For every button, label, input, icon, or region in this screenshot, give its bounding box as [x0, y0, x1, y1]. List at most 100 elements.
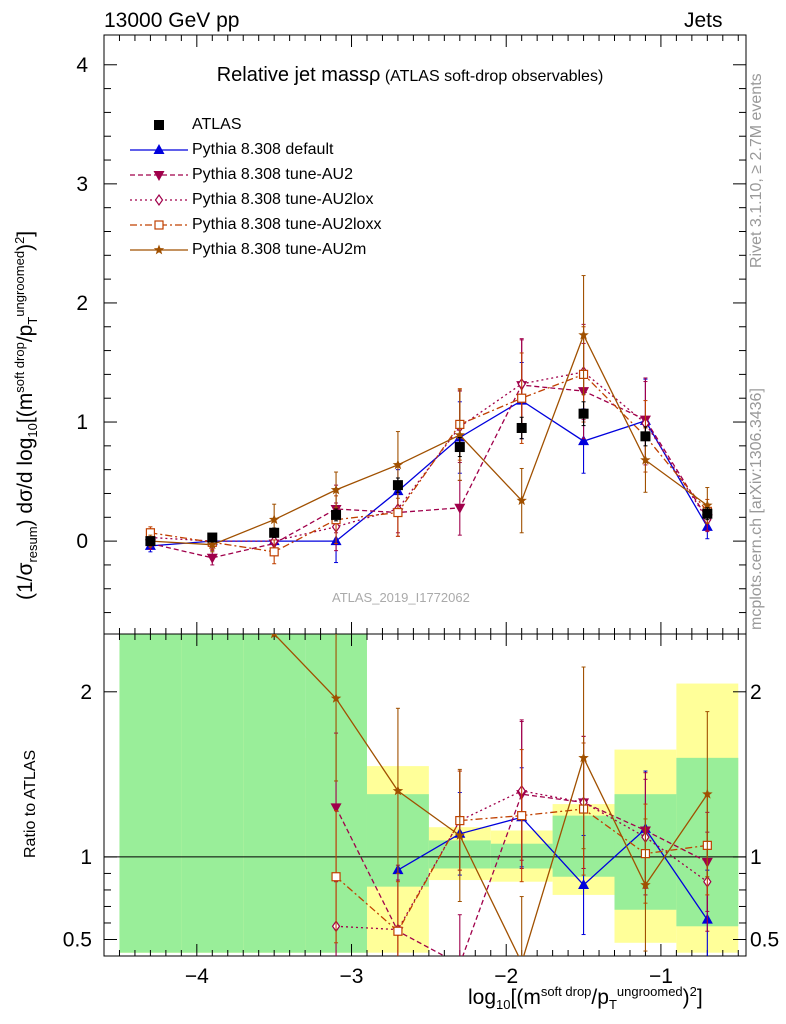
main-point-atlas: [578, 408, 589, 419]
title-main: Relative jet massρ: [216, 64, 381, 86]
main-line-pythia-8-308-tune-au2m: [150, 333, 708, 546]
main-point-pythia-8-308-tune-au2m: [516, 495, 527, 506]
band-green: [243, 634, 306, 953]
main-point-atlas: [702, 508, 713, 519]
main-line-pythia-8-308-default: [150, 399, 708, 547]
main-point-pythia-8-308-tune-au2: [454, 503, 466, 514]
header-left: 13000 GeV pp: [104, 9, 240, 32]
plot-title: Relative jet massρ (ATLAS soft-drop obse…: [160, 64, 660, 87]
main-point-atlas: [145, 536, 156, 547]
ratio-point-pythia-8-308-tune-au2m: [454, 830, 465, 840]
ratio-point-pythia-8-308-tune-au2: [330, 803, 342, 814]
legend-symbol: [130, 193, 188, 206]
y-tick-label: 0: [76, 530, 88, 553]
main-point-pythia-8-308-tune-au2loxx: [269, 547, 279, 557]
ratio-y-tick-label: 2: [80, 681, 92, 704]
ratio-line-pythia-8-308-tune-au2m: [273, 634, 708, 956]
main-series-pythia-8-308-tune-au2loxx: [145, 326, 712, 565]
main-point-atlas: [516, 422, 527, 433]
legend-marker: [153, 170, 165, 181]
legend-symbol: [130, 143, 188, 154]
legend-marker: [154, 193, 164, 206]
band-green: [119, 634, 182, 953]
x-axis-label: log10[(msoft drop/pTungroomed)2]: [468, 984, 703, 1013]
y-tick-label: 3: [76, 173, 88, 196]
ratio-series-pythia-8-308-tune-au2m: [270, 634, 713, 956]
header-right: Jets: [684, 9, 723, 32]
main-point-atlas: [454, 442, 465, 453]
main-point-atlas: [392, 480, 403, 491]
ratio-point-pythia-8-308-tune-au2loxx: [331, 872, 341, 882]
band-green: [181, 634, 244, 953]
analysis-watermark: ATLAS_2019_I1772062: [332, 590, 470, 605]
main-point-pythia-8-308-tune-au2m: [454, 429, 465, 440]
legend-symbol: [130, 219, 188, 230]
y-tick-label: 2: [76, 292, 88, 315]
ratio-frame: [103, 633, 747, 957]
main-point-pythia-8-308-tune-au2m: [330, 484, 342, 495]
ratio-y-tick-label-right: 0.5: [750, 928, 779, 951]
legend-marker: [153, 244, 165, 254]
ratio-point-pythia-8-308-tune-au2: [454, 960, 465, 970]
main-point-pythia-8-308-default: [578, 435, 590, 446]
ratio-point-pythia-8-308-tune-au2m: [330, 692, 342, 703]
x-tick-label: −2: [494, 965, 518, 988]
legend-entry: ATLAS: [130, 112, 381, 137]
ratio-point-pythia-8-308-tune-au2loxx: [517, 811, 527, 821]
ratio-point-pythia-8-308-tune-au2m: [270, 634, 278, 639]
main-line-pythia-8-308-tune-au2lox: [150, 371, 708, 542]
main-point-pythia-8-308-tune-au2m: [640, 454, 651, 465]
main-line-pythia-8-308-tune-au2: [150, 384, 708, 559]
ratio-point-pythia-8-308-default: [578, 878, 590, 889]
main-line-pythia-8-308-tune-au2loxx: [150, 373, 708, 553]
main-series-pythia-8-308-default: [144, 361, 713, 564]
ratio-point-pythia-8-308-tune-au2m: [702, 788, 713, 799]
legend-label: Pythia 8.308 tune-AU2: [192, 165, 353, 183]
legend-marker: [154, 219, 164, 230]
x-tick-label: −4: [185, 965, 209, 988]
ratio-point-pythia-8-308-tune-au2m: [640, 879, 651, 890]
ratio-y-tick-label: 0.5: [63, 928, 92, 951]
main-point-atlas: [640, 431, 651, 442]
legend-symbol: [130, 244, 188, 254]
main-point-atlas: [207, 532, 218, 543]
y-tick-label: 4: [76, 54, 88, 77]
legend-marker: [154, 119, 164, 130]
legend: ATLAS Pythia 8.308 default Pythia 8.308 tu…: [130, 112, 381, 262]
legend-symbol: [154, 119, 164, 130]
main-point-pythia-8-308-tune-au2m: [578, 329, 589, 340]
main-point-pythia-8-308-tune-au2loxx: [393, 507, 403, 518]
x-tick-label: −3: [340, 965, 364, 988]
main-point-atlas: [331, 509, 342, 520]
main-point-pythia-8-308-tune-au2: [206, 553, 218, 564]
main-series-pythia-8-308-tune-au2m: [145, 275, 713, 553]
main-point-atlas: [269, 527, 280, 538]
ratio-point-pythia-8-308-tune-au2m: [578, 752, 589, 763]
legend-label: ATLAS: [192, 115, 242, 133]
main-point-pythia-8-308-tune-au2m: [702, 499, 713, 510]
main-point-pythia-8-308-tune-au2m: [207, 539, 218, 550]
main-point-pythia-8-308-tune-au2m: [268, 514, 280, 525]
title-sub: (ATLAS soft-drop observables): [384, 68, 604, 85]
rivet-label: Rivet 3.1.10, ≥ 2.7M events: [748, 73, 765, 268]
legend-marker: [153, 143, 165, 154]
main-series-pythia-8-308-tune-au2: [144, 339, 713, 566]
legend-label: Pythia 8.308 default: [192, 140, 334, 158]
legend-label: Pythia 8.308 tune-AU2lox: [192, 190, 374, 208]
ratio-point-pythia-8-308-tune-au2m: [392, 785, 404, 796]
y-tick-label: 1: [76, 411, 88, 434]
mcplots-label: mcplots.cern.ch [arXiv:1306.3436]: [748, 388, 765, 630]
ratio-y-tick-label-right: 2: [750, 681, 762, 704]
main-y-axis-label: (1/σresum) dσ/d log10[(msoft drop/pTungr…: [12, 230, 41, 600]
main-point-pythia-8-308-tune-au2loxx: [517, 393, 527, 403]
main-point-pythia-8-308-tune-au2m: [392, 459, 404, 470]
x-tick-label: −1: [649, 965, 673, 988]
legend-label: Pythia 8.308 tune-AU2loxx: [192, 215, 382, 233]
legend-symbol: [130, 170, 188, 181]
ratio-y-axis-label: Ratio to ATLAS: [22, 749, 39, 858]
legend-entry: Pythia 8.308 tune-AU2lox: [130, 187, 381, 212]
main-series-pythia-8-308-tune-au2lox: [146, 323, 712, 554]
ratio-y-tick-label-right: 1: [750, 846, 762, 869]
legend-entry: Pythia 8.308 tune-AU2loxx: [130, 212, 381, 237]
